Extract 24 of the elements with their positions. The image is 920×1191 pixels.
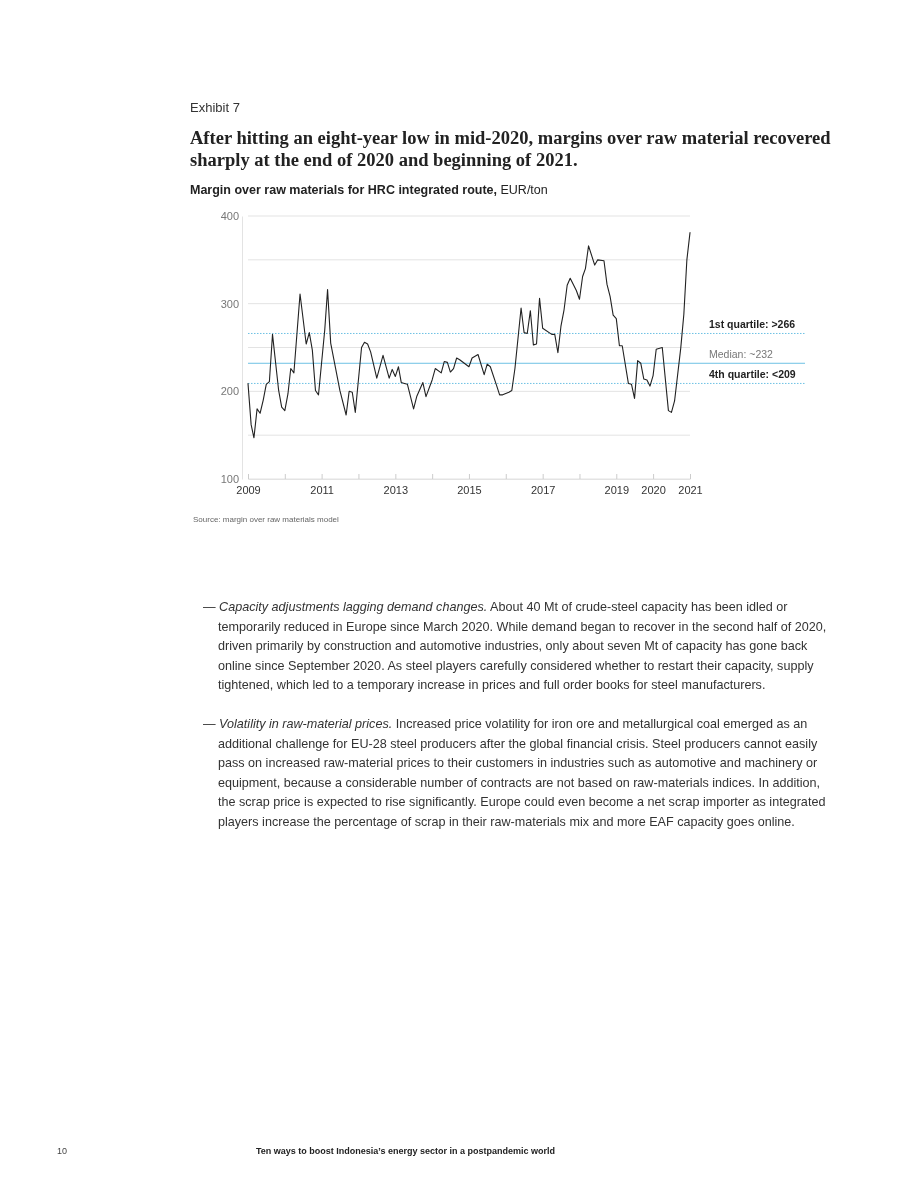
ref-line-label: 1st quartile: >266 xyxy=(709,318,796,331)
source-note: Source: margin over raw materials model xyxy=(193,515,339,524)
x-tick-label: 2013 xyxy=(383,483,409,496)
x-tick-label: 2017 xyxy=(530,483,556,496)
text: Exhibit 7 xyxy=(190,100,240,115)
y-tick-label: 200 xyxy=(220,385,239,398)
text: — Capacity adjustments lagging demand changes. About 40 Mt of crude-steel capacity has been idled or temporarily reduced in Europe since March 2020. While demand began to recover in the second half of 2020, driven primarily by construction and automotive industries, only about seven Mt of capacity has gone back online since September 2020. As steel players carefully considered whether to restart their capacity, supply tightened, which led to a temporary increase in prices and full order books for steel manufacturers. xyxy=(203,600,827,693)
x-tick-label: 2020 xyxy=(641,483,666,496)
text: 10 xyxy=(57,1146,68,1156)
x-tick-label: 2021 xyxy=(678,483,703,496)
y-tick-label: 400 xyxy=(220,210,239,223)
text: Ten ways to boost Indonesia’s energy sector in a postpandemic world xyxy=(256,1146,556,1156)
x-tick-label: 2009 xyxy=(236,483,261,496)
x-tick-label: 2019 xyxy=(604,483,630,496)
y-tick-label: 300 xyxy=(220,297,239,310)
y-axis-title: Margin over raw materials for HRC integrated route, EUR/ton xyxy=(190,183,548,197)
ref-line-label: Median: ~232 xyxy=(709,348,774,361)
text: — Volatility in raw-material prices. Increased price volatility for iron ore and metallurgical coal emerged as an additional challenge for EU-28 steel producers after the global financial crisis. Steel producers cannot easily pass on increased raw-material prices to their customers in industries such as automotive and machinery or equipment, because a considerable number of contracts are not based on raw-materials indices. In addition, the scrap price is expected to rise significantly. Europe could even become a net scrap importer as integrated players increase the percentage of scrap in their raw-materials mix and more EAF capacity goes online. xyxy=(203,716,826,829)
y-tick-label: 100 xyxy=(220,473,239,486)
x-tick-label: 2011 xyxy=(310,483,334,496)
x-tick-label: 2015 xyxy=(457,483,482,496)
chart-title: After hitting an eight-year low in mid-2020, margins over raw material recovered sharply at the end of 2020 and beginning of 2021. xyxy=(190,127,832,171)
ref-line-label: 4th quartile: <209 xyxy=(709,368,796,381)
line-series xyxy=(247,232,691,439)
